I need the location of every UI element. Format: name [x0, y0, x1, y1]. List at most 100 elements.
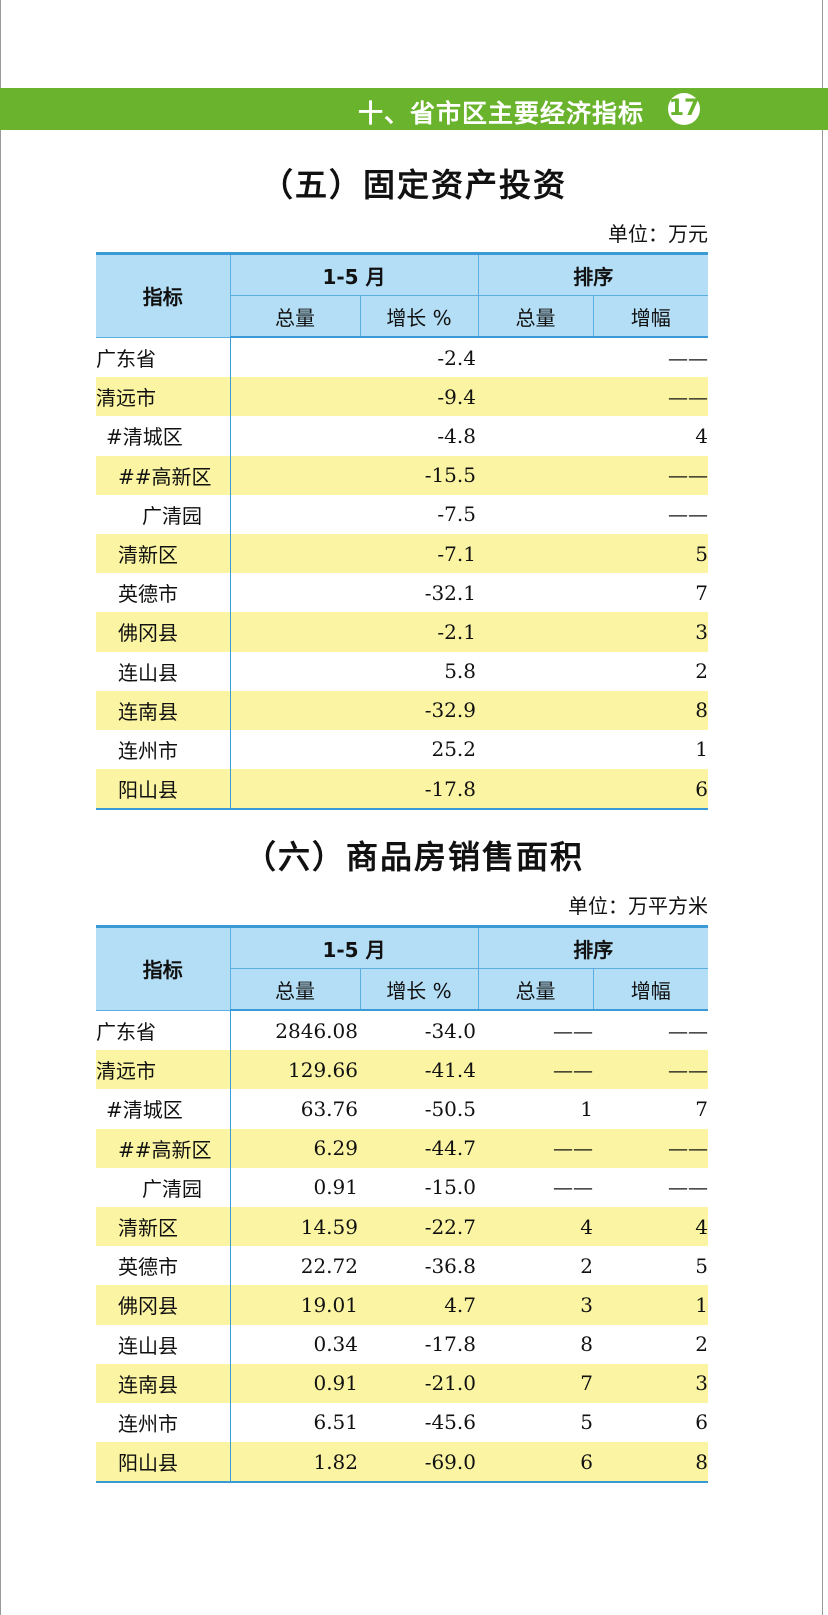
- cell-total: 1.82: [230, 1442, 360, 1484]
- cell-rank-growth: 4: [593, 1206, 708, 1247]
- header-indicator: 指标: [96, 252, 231, 338]
- table-row: 连州市 25.2 1: [96, 729, 708, 770]
- cell-growth: -15.5: [360, 455, 478, 495]
- row-name: 清新区: [118, 1216, 178, 1241]
- cell-rank-growth: 2: [695, 1332, 708, 1357]
- table-row: 连山县 5.8 2: [96, 651, 708, 691]
- cell-rank-growth: ——: [593, 455, 708, 495]
- cell-rank-total: [478, 769, 593, 811]
- cell-total: [230, 416, 360, 455]
- row-name: 连南县: [118, 699, 178, 724]
- header-growth: 增长 %: [359, 968, 479, 1011]
- cell-growth: -22.7: [360, 1206, 478, 1247]
- cell-rank-total: [478, 652, 593, 691]
- page-number-badge: 17: [668, 93, 700, 125]
- unit-label: 单位：万元: [608, 222, 708, 246]
- cell-total: [230, 730, 360, 769]
- cell-rank-growth: 3: [593, 1363, 708, 1403]
- header-period: 1-5 月: [229, 925, 479, 969]
- row-name: 连州市: [118, 1411, 178, 1436]
- header-rank-growth: 增幅: [592, 295, 708, 338]
- cell-growth: -7.5: [437, 502, 476, 527]
- cell-rank-total: 1: [580, 1096, 593, 1121]
- cell-rank-total: ——: [478, 1050, 593, 1090]
- cell-rank-total: [478, 495, 593, 534]
- cell-rank-growth: ——: [668, 502, 708, 527]
- cell-growth: -2.1: [360, 612, 478, 652]
- row-name: 清远市: [96, 1059, 156, 1084]
- row-name: 连南县: [118, 1372, 178, 1397]
- table-row: 广清园 0.91 -15.0 —— ——: [96, 1167, 708, 1207]
- cell-total: 19.01: [230, 1285, 360, 1325]
- cell-total: 22.72: [300, 1253, 358, 1278]
- cell-rank-growth: 1: [593, 1285, 708, 1325]
- cell-rank-total: 2: [580, 1253, 593, 1278]
- header-total: 总量: [230, 968, 361, 1011]
- cell-total: 2846.08: [275, 1018, 358, 1043]
- cell-rank-total: ——: [553, 1018, 593, 1043]
- cell-growth: -32.9: [360, 690, 478, 730]
- header-rank: 排序: [477, 252, 708, 296]
- cell-growth: -34.0: [424, 1018, 476, 1043]
- row-name: 清新区: [118, 543, 178, 568]
- row-name: 广清园: [142, 503, 202, 528]
- cell-total: 0.91: [230, 1363, 360, 1403]
- cell-rank-total: 7: [478, 1363, 593, 1403]
- cell-growth: -50.5: [424, 1096, 476, 1121]
- cell-rank-growth: ——: [593, 1128, 708, 1168]
- cell-growth: -17.8: [360, 769, 478, 811]
- cell-total: [230, 690, 360, 730]
- unit-label: 单位：万平方米: [568, 894, 708, 918]
- table-row: 广东省 -2.4 ——: [96, 337, 708, 378]
- chapter-title: 十、省市区主要经济指标: [357, 99, 644, 128]
- row-name: 广东省: [96, 346, 156, 371]
- cell-rank-growth: 7: [695, 1096, 708, 1121]
- cell-rank-total: ——: [478, 1128, 593, 1168]
- header-rank: 排序: [477, 925, 708, 969]
- cell-total: 129.66: [230, 1050, 360, 1090]
- cell-rank-growth: ——: [668, 1018, 708, 1043]
- cell-total: [230, 495, 360, 534]
- table-row: ##高新区 6.29 -44.7 —— ——: [96, 1128, 708, 1168]
- row-name: #清城区: [106, 425, 183, 450]
- table-row: 佛冈县 -2.1 3: [96, 612, 708, 652]
- cell-growth: -69.0: [360, 1442, 478, 1484]
- header-indicator: 指标: [96, 925, 231, 1011]
- header-total: 总量: [230, 295, 361, 338]
- cell-growth: -2.4: [437, 345, 476, 370]
- row-name: 佛冈县: [118, 621, 178, 646]
- row-name: 阳山县: [118, 778, 178, 803]
- row-name: 英德市: [118, 1255, 178, 1280]
- cell-total: [230, 612, 360, 652]
- cell-growth: 25.2: [431, 737, 476, 762]
- row-name: 连州市: [118, 738, 178, 763]
- cell-rank-growth: ——: [668, 1175, 708, 1200]
- cell-total: [230, 533, 360, 574]
- cell-growth: -44.7: [360, 1128, 478, 1168]
- row-name: #清城区: [106, 1098, 183, 1123]
- table-row: 清新区 -7.1 5: [96, 533, 708, 574]
- cell-total: 63.76: [300, 1096, 358, 1121]
- page-edge-left: [0, 0, 1, 1615]
- cell-growth: -15.0: [424, 1175, 476, 1200]
- cell-rank-total: 6: [478, 1442, 593, 1484]
- cell-rank-total: [478, 377, 593, 417]
- cell-rank-total: [478, 455, 593, 495]
- row-name: ##高新区: [118, 1137, 212, 1162]
- cell-growth: -36.8: [424, 1253, 476, 1278]
- cell-total: [230, 652, 360, 691]
- cell-rank-total: [478, 416, 593, 455]
- table-row: 清远市 129.66 -41.4 —— ——: [96, 1050, 708, 1090]
- cell-rank-total: [478, 337, 593, 377]
- data-table: 指标 1-5 月 排序 总量 增长 % 总量 增幅 广东省 2846.08 -3…: [96, 925, 708, 1484]
- cell-rank-total: 8: [580, 1332, 593, 1357]
- table-row: #清城区 63.76 -50.5 1 7: [96, 1089, 708, 1129]
- cell-rank-total: 4: [478, 1206, 593, 1247]
- cell-rank-total: [478, 612, 593, 652]
- cell-total: 6.51: [313, 1410, 358, 1435]
- cell-total: [230, 337, 360, 377]
- cell-rank-total: [478, 690, 593, 730]
- cell-rank-growth: 8: [593, 1442, 708, 1484]
- cell-growth: 5.8: [444, 659, 476, 684]
- row-name: 清远市: [96, 386, 156, 411]
